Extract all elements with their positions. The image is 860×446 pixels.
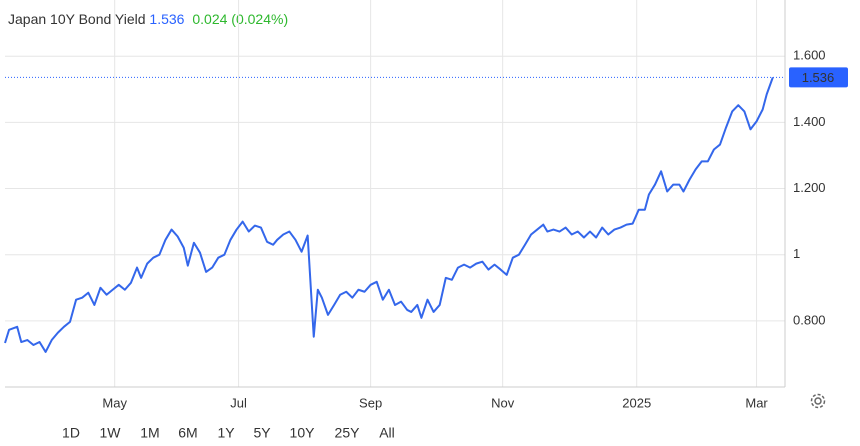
x-tick-label: Nov: [491, 395, 515, 410]
range-button[interactable]: All: [379, 425, 395, 441]
chart-title: Japan 10Y Bond Yield: [8, 11, 146, 27]
price: 1.536: [149, 11, 184, 27]
x-tick-label: Sep: [359, 395, 382, 410]
y-tick-label: 1.600: [793, 48, 826, 63]
x-tick-label: Jul: [230, 395, 247, 410]
y-tick-label: 0.800: [793, 312, 826, 327]
header: Japan 10Y Bond Yield 1.536 0.024 (0.024%…: [8, 11, 288, 27]
range-button[interactable]: 5Y: [253, 425, 271, 441]
range-button[interactable]: 1Y: [217, 425, 235, 441]
change: 0.024: [192, 11, 227, 27]
y-tick-label: 1.400: [793, 114, 826, 129]
line: [4, 77, 774, 353]
change-percent: (0.024%): [231, 11, 288, 27]
x-tick-label: 2025: [622, 395, 651, 410]
range-button[interactable]: 1D: [62, 425, 80, 441]
last-price-box: [789, 67, 848, 88]
range-button[interactable]: 25Y: [335, 425, 361, 441]
settings-icon[interactable]: [810, 393, 826, 409]
x-tick-label: Mar: [745, 395, 768, 410]
last-price-label: 1.536: [802, 70, 835, 85]
x-tick-label: May: [102, 395, 127, 410]
y-tick-label: 1: [793, 246, 800, 261]
range-button[interactable]: 6M: [178, 425, 197, 441]
range-button[interactable]: 10Y: [290, 425, 316, 441]
range-button[interactable]: 1M: [140, 425, 159, 441]
y-tick-label: 1.200: [793, 180, 826, 195]
range-button[interactable]: 1W: [100, 425, 122, 441]
